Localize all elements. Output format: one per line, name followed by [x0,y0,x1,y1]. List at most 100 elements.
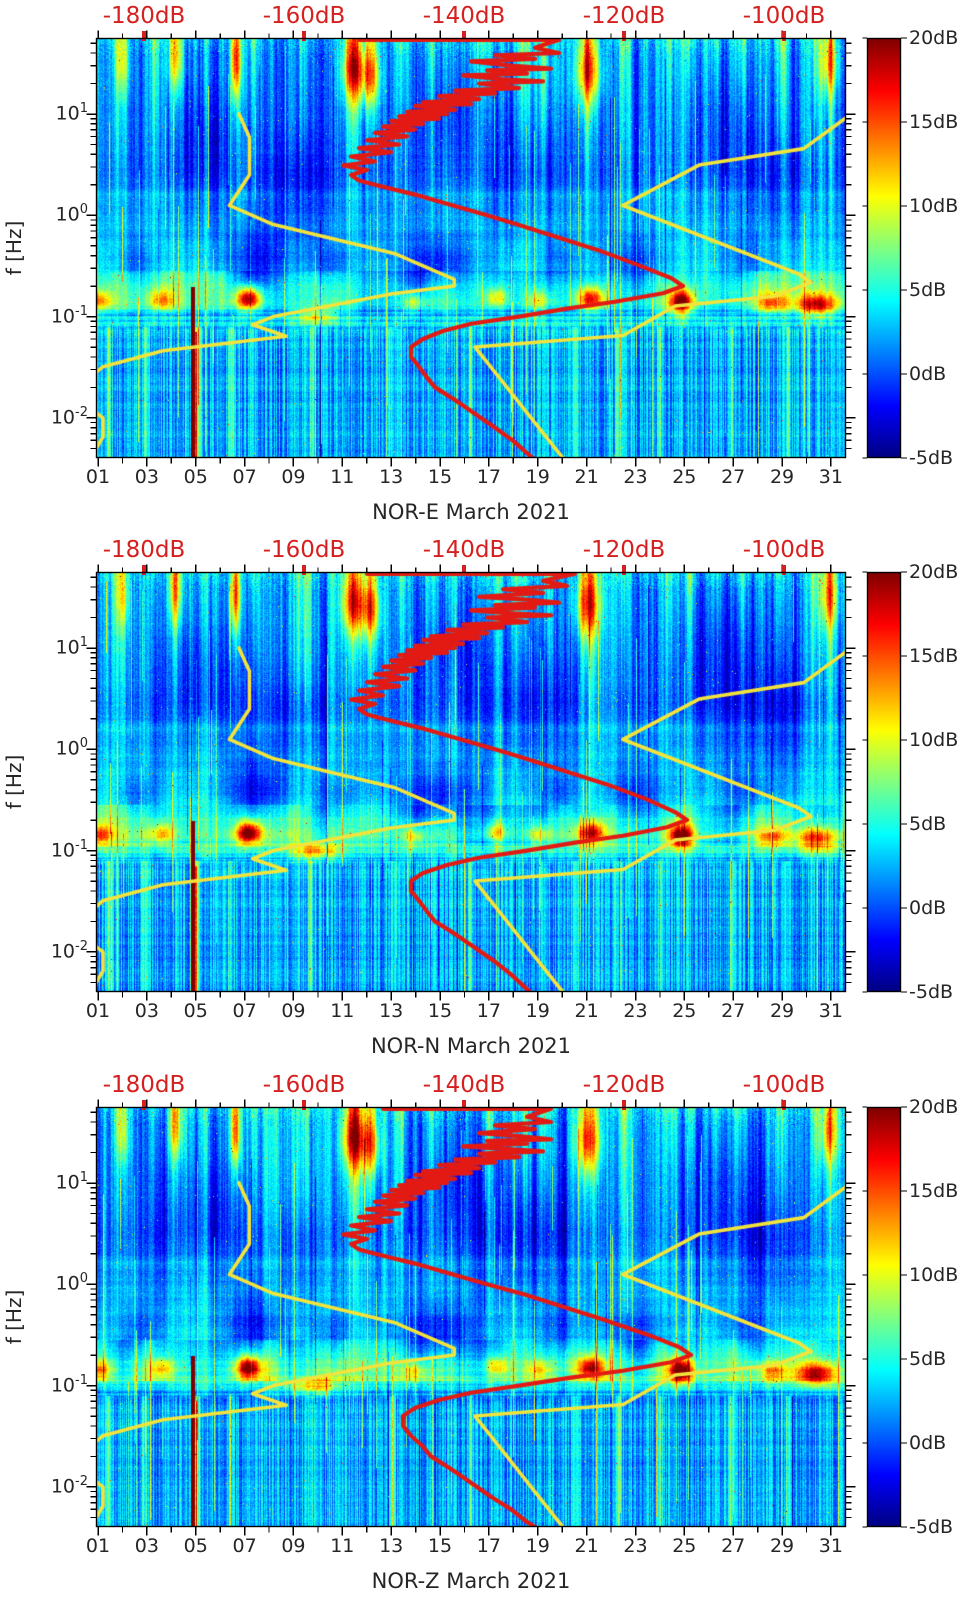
y-tick-label: 100 [55,1271,88,1295]
y-tick-label: 100 [55,736,88,760]
x-tick-label: 19 [525,1535,550,1557]
y-tick-label: 100 [55,202,88,226]
colorbar-tick-label: 10dB [909,195,959,217]
top-db-label: -160dB [262,1072,346,1098]
colorbar-tick-label: 0dB [909,897,947,919]
x-tick-label: 01 [85,1535,111,1557]
top-db-label: -140dB [422,3,506,29]
x-tick-label: 09 [281,466,306,488]
x-tick-label: 03 [134,1000,159,1022]
x-tick-label: 13 [379,466,404,488]
x-tick-label: 11 [330,1000,355,1022]
colorbar-tick-label: 15dB [909,1180,959,1202]
y-tick-label: 101 [55,1169,88,1194]
top-db-label: -100dB [742,537,826,563]
panel-title: NOR-N March 2021 [370,1034,572,1058]
spectrogram-panel-nor-z: f [Hz] NOR-Z March 2021 -180dB -160dB -140… [0,1069,962,1603]
colorbar-tick-label: -5dB [909,981,954,1003]
x-tick-label: 21 [574,1535,599,1557]
colorbar-tick-label: 20dB [909,1096,959,1118]
x-tick-label: 27 [721,466,746,488]
x-tick-label: 11 [330,1535,355,1557]
top-db-label: -160dB [262,537,346,563]
x-tick-label: 23 [623,466,648,488]
x-tick-label: 31 [818,1535,843,1557]
colorbar-tick-label: 5dB [909,279,947,301]
x-tick-label: 01 [85,1000,111,1022]
top-db-label: -160dB [262,3,346,29]
colorbar-tick-label: 5dB [909,1348,947,1370]
x-tick-label: 05 [183,1000,208,1022]
colorbar-tick-label: -5dB [909,1516,954,1538]
colorbar-tick-label: 20dB [909,561,959,583]
colorbar-tick-label: 10dB [909,729,959,751]
colorbar-tick-label: 0dB [909,363,947,385]
colorbar-tick-label: 15dB [909,111,959,133]
x-tick-label: 15 [427,466,453,488]
colorbar [867,1107,901,1527]
x-tick-label: 21 [574,1000,599,1022]
spectrogram-heatmap [96,38,846,458]
colorbar-tick-label: 20dB [909,27,959,49]
top-db-label: -180dB [102,1072,186,1098]
x-tick-label: 15 [427,1535,453,1557]
colorbar-tick-label: -5dB [909,447,954,469]
x-tick-label: 05 [183,1535,208,1557]
y-tick-label: 10-2 [50,938,88,963]
x-tick-label: 17 [476,1000,501,1022]
colorbar [867,572,901,992]
spectrogram-panel-nor-e: f [Hz] NOR-E March 2021 -180dB -160dB -140… [0,0,962,534]
spectrogram-panel-nor-n: f [Hz] NOR-N March 2021 -180dB -160dB -140… [0,534,962,1068]
x-tick-label: 23 [623,1000,648,1022]
y-tick-label: 10-1 [50,1372,88,1396]
x-tick-label: 09 [281,1535,306,1557]
x-tick-label: 27 [721,1000,746,1022]
x-tick-label: 03 [134,466,159,488]
x-tick-label: 15 [427,1000,453,1022]
x-tick-label: 13 [379,1535,404,1557]
x-tick-label: 21 [574,466,599,488]
x-tick-label: 05 [183,466,208,488]
top-db-label: -120dB [582,537,666,563]
x-tick-label: 09 [281,1000,306,1022]
x-tick-label: 27 [721,1535,746,1557]
top-db-label: -100dB [742,3,826,29]
x-tick-label: 11 [330,466,355,488]
colorbar-tick-label: 0dB [909,1432,947,1454]
x-tick-label: 07 [232,1535,257,1557]
top-db-label: -120dB [582,1072,666,1098]
x-tick-label: 03 [134,1535,159,1557]
y-tick-label: 101 [55,100,88,125]
x-tick-label: 31 [818,1000,843,1022]
colorbar [867,38,901,458]
top-db-label: -180dB [102,3,186,29]
colorbar-tick-label: 5dB [909,813,947,835]
y-tick-label: 10-2 [50,1473,88,1498]
x-tick-label: 25 [672,466,697,488]
panel-title: NOR-E March 2021 [372,500,570,524]
spectrogram-heatmap [96,1107,846,1527]
colorbar-tick-label: 15dB [909,645,959,667]
x-tick-label: 25 [672,1535,697,1557]
colorbar-tick-label: 10dB [909,1264,959,1286]
x-tick-label: 07 [232,466,257,488]
x-tick-label: 29 [769,466,795,488]
x-tick-label: 17 [476,1535,501,1557]
x-tick-label: 31 [818,466,843,488]
spectrogram-heatmap [96,572,846,992]
y-tick-label: 101 [55,634,88,659]
top-db-label: -100dB [742,1072,826,1098]
y-tick-label: 10-1 [50,837,88,861]
x-tick-label: 01 [85,466,111,488]
x-tick-label: 25 [672,1000,697,1022]
y-tick-label: 10-2 [50,404,88,429]
x-tick-label: 29 [769,1535,795,1557]
x-tick-label: 19 [525,1000,550,1022]
x-tick-label: 19 [525,466,550,488]
top-db-label: -120dB [582,3,666,29]
panel-title: NOR-Z March 2021 [371,1569,571,1593]
y-tick-label: 10-1 [50,303,88,327]
x-tick-label: 17 [476,466,501,488]
x-tick-label: 13 [379,1000,404,1022]
